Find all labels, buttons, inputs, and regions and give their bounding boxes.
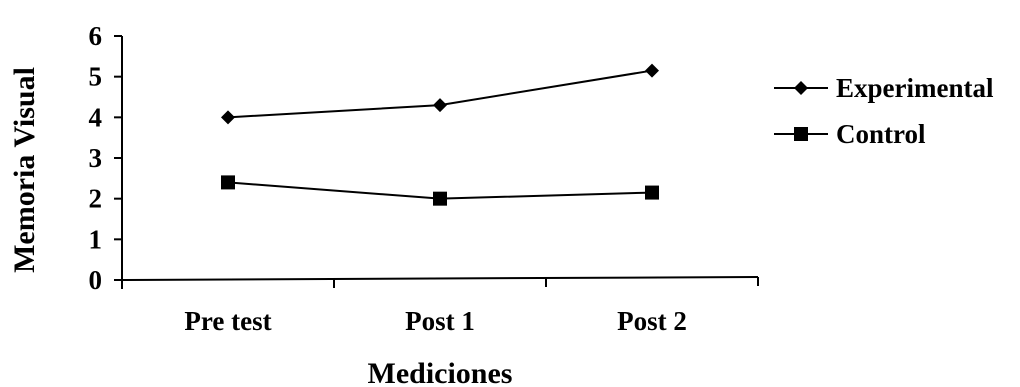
legend-marker <box>794 81 808 95</box>
y-tick-label: 1 <box>89 224 103 254</box>
series-layer <box>221 63 659 206</box>
series-control <box>221 175 659 206</box>
y-axis-title: Memoria Visual <box>8 67 41 273</box>
data-point <box>433 98 447 113</box>
data-point <box>433 191 447 206</box>
series-experimental <box>221 63 659 125</box>
x-tick-label: Pre test <box>184 306 271 336</box>
y-tick-label: 4 <box>89 102 103 132</box>
y-tick-label: 6 <box>89 21 103 51</box>
data-point <box>221 175 235 190</box>
y-tick-label: 3 <box>89 143 103 173</box>
y-tick-label: 2 <box>89 184 103 214</box>
x-axis-line <box>121 276 759 281</box>
legend-marker <box>794 127 808 141</box>
data-point <box>645 185 659 200</box>
legend-item: Control <box>774 119 926 149</box>
x-tick-label: Post 1 <box>405 306 475 336</box>
legend-item: Experimental <box>774 73 994 103</box>
y-tick-label: 5 <box>89 62 103 92</box>
legend-label: Control <box>836 119 926 149</box>
x-tick-label: Post 2 <box>617 306 687 336</box>
y-axis-ticks: 0 1 2 3 4 5 6 <box>89 21 122 295</box>
data-point <box>645 63 659 78</box>
data-point <box>221 110 235 125</box>
y-tick-label: 0 <box>89 265 103 295</box>
legend-label: Experimental <box>836 73 994 103</box>
x-axis-title: Mediciones <box>368 357 513 387</box>
legend: Experimental Control <box>774 73 994 149</box>
x-axis-ticks: Pre test Post 1 Post 2 <box>121 277 759 336</box>
